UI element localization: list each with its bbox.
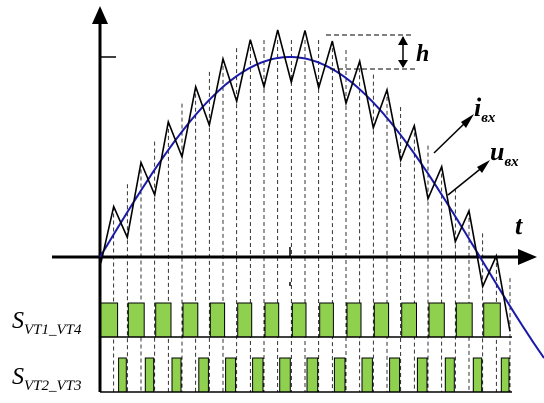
pwm-pulse [472,357,483,393]
pwm-pulse [401,302,418,338]
voltage-leader [447,165,485,196]
x-axis-arrow [518,249,537,265]
ripple-arrow-up [398,36,408,45]
signal2-label: SVT2_VT3 [12,364,82,394]
pwm-pulse [182,302,199,338]
pwm-pulse [155,302,172,338]
current-label-sub: вх [481,110,496,126]
voltage-label: uвх [490,137,519,170]
pwm-pulse [291,302,307,338]
pwm-pulse [346,302,362,338]
pwm-pulse [252,357,264,393]
pwm-pulse [209,302,226,338]
current-label-main: i [474,93,482,122]
pwm-pulse [127,302,145,338]
voltage-label-main: u [490,137,504,166]
pwm-pulse [373,302,390,338]
pwm-pulse [500,357,510,393]
signal2-label-main: S [12,364,24,390]
signal2-label-sub: VT2_VT3 [24,378,82,394]
switch-signal-vt1-vt4 [100,302,501,338]
signal1-label-sub: VT1_VT4 [24,322,82,338]
pwm-pulse [264,302,280,338]
ripple-arrow-down [398,60,408,68]
ripple-dimension: h [326,34,429,70]
pwm-pulse [237,302,253,338]
signal1-label: SVT1_VT4 [12,308,82,338]
pwm-pulse [144,357,155,393]
voltage-label-sub: вх [504,154,519,170]
pwm-pulse [333,357,346,393]
current-label: iвх [474,93,496,126]
pwm-pulse [389,357,401,393]
pwm-pulse [171,357,182,393]
pwm-pulse [444,357,455,393]
pwm-pulse [225,357,237,393]
pwm-pulse [483,302,501,338]
current-waveform [99,29,511,332]
ripple-label-h: h [416,41,429,67]
pwm-pulse [306,357,319,393]
pwm-pulse [198,357,209,393]
pwm-pulse [100,302,119,338]
pwm-pulse [455,302,473,338]
signal1-label-main: S [12,308,24,334]
voltage-curve [99,56,544,359]
pwm-pulse [118,357,127,393]
current-leader-arrow [461,114,474,128]
time-axis-label: t [515,211,523,240]
current-leader [433,119,469,154]
y-axis-arrow [92,6,108,24]
pwm-pulse [279,357,291,393]
pwm-pulse [416,357,428,393]
voltage-leader-arrow [477,160,490,173]
pwm-pulse [319,302,334,338]
pwm-pulse [361,357,373,393]
pwm-pulse [428,302,445,338]
switch-signal-vt2-vt3 [118,357,510,393]
